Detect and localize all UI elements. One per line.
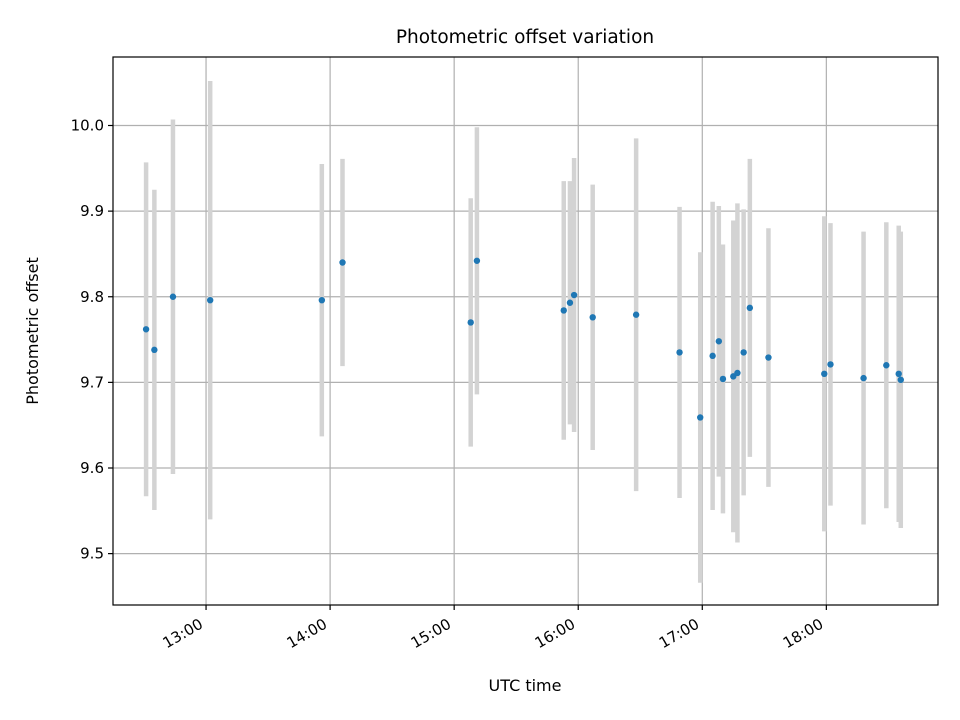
data-point — [827, 361, 834, 368]
data-point — [697, 414, 704, 421]
y-tick-label: 9.5 — [80, 545, 104, 563]
data-point — [821, 370, 828, 378]
y-axis-title: Photometric offset — [23, 257, 42, 405]
data-point — [883, 362, 890, 369]
data-point — [676, 349, 683, 356]
data-point — [169, 293, 177, 300]
error-bars — [143, 80, 904, 583]
data-point — [734, 369, 741, 377]
data-point — [860, 374, 867, 382]
x-tick-label: 15:00 — [408, 615, 454, 652]
data-point — [765, 354, 772, 361]
x-tick-label: 13:00 — [160, 615, 206, 652]
chart-title: Photometric offset variation — [396, 27, 654, 48]
data-point — [740, 349, 747, 356]
data-point — [473, 257, 481, 264]
y-tick-label: 9.9 — [80, 202, 104, 220]
x-axis-title: UTC time — [489, 676, 562, 695]
data-point — [897, 376, 904, 384]
plot-area-frame — [112, 56, 939, 606]
data-point — [746, 304, 754, 312]
data-point — [719, 375, 727, 383]
y-tick-label: 9.8 — [80, 288, 104, 306]
data-point — [339, 259, 346, 266]
data-point — [632, 311, 640, 318]
data-point — [589, 314, 596, 321]
data-point — [566, 299, 574, 306]
data-point — [895, 370, 902, 378]
y-tick-label: 9.7 — [80, 373, 104, 391]
data-point — [570, 291, 578, 299]
data-point — [151, 346, 158, 354]
data-point — [560, 307, 567, 314]
data-point — [709, 352, 716, 360]
x-tick-label: 16:00 — [532, 615, 578, 652]
data-point — [206, 296, 214, 304]
x-tick-label: 14:00 — [284, 615, 330, 652]
data-point — [715, 338, 723, 345]
x-tick-label: 18:00 — [780, 615, 826, 652]
data-point — [467, 319, 474, 326]
data-point — [142, 326, 150, 333]
data-points — [142, 257, 904, 421]
x-tick-label: 17:00 — [656, 615, 702, 652]
grid-lines — [113, 57, 938, 605]
data-point — [318, 296, 326, 304]
y-tick-label: 10.0 — [71, 117, 104, 135]
y-tick-label: 9.6 — [80, 459, 104, 477]
